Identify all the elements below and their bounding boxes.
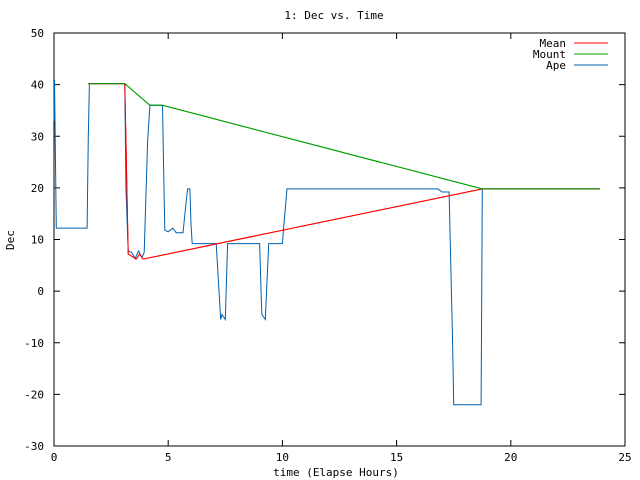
series-line-mount: [88, 83, 600, 190]
y-tick-label: 40: [31, 79, 44, 92]
x-tick-label: 15: [390, 451, 403, 464]
y-tick-label: 0: [37, 285, 44, 298]
y-tick-label: -10: [24, 337, 44, 350]
y-tick-label: 30: [31, 130, 44, 143]
series-line-ape: [53, 79, 600, 406]
series-lines: [53, 79, 600, 406]
y-tick-label: 20: [31, 182, 44, 195]
y-tick-label: 10: [31, 234, 44, 247]
x-tick-label: 25: [618, 451, 631, 464]
series-overlay-mean: [88, 83, 600, 260]
plot-frame: [53, 32, 626, 447]
series-line-mean: [88, 83, 600, 260]
y-axis-label: Dec: [4, 230, 17, 250]
y-tick-label: -20: [24, 388, 44, 401]
x-axis-label: time (Elapse Hours): [273, 466, 399, 479]
legend-label-ape: Ape: [546, 59, 566, 72]
legend-label-mount: Mount: [533, 48, 566, 61]
axis-ticks: 0 5 10 15 20 25 -30 -20 -10 0 10 20 30 40 50: [24, 27, 632, 464]
y-tick-label: 50: [31, 27, 44, 40]
legend-label-mean: Mean: [540, 37, 567, 50]
x-tick-label: 5: [165, 451, 172, 464]
x-tick-label: 20: [504, 451, 517, 464]
x-tick-label: 0: [51, 451, 58, 464]
x-tick-label: 10: [276, 451, 289, 464]
chart-title: 1: Dec vs. Time: [284, 9, 383, 22]
y-tick-label: -30: [24, 440, 44, 453]
series-overlay-mount: [88, 83, 600, 190]
